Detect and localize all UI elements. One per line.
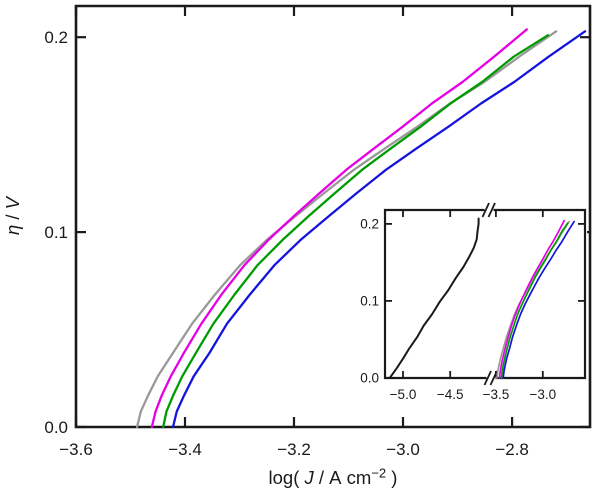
x-axis-title: log( J / A cm−2 ) xyxy=(269,466,398,489)
axis-break-slash xyxy=(489,370,498,386)
axis-break-slash xyxy=(481,202,490,218)
inset-x-tick-label: −4.5 xyxy=(437,387,464,402)
main-x-tick-label: −3.0 xyxy=(386,440,420,459)
series-blue-curve xyxy=(171,30,587,429)
inset-y-tick-label: 0.0 xyxy=(360,371,379,386)
main-axes: −3.6 −3.4 −3.2 −3.0 −2.8 0.0 0.1 0.2 log( J / A … xyxy=(2,4,592,489)
x-title-prefix: log( xyxy=(269,467,305,488)
x-title-variable: J xyxy=(304,467,315,488)
inset-series-blue-curve xyxy=(502,220,575,379)
y-title-variable: η xyxy=(2,225,23,235)
inset-series xyxy=(388,217,575,379)
x-title-suffix: ) xyxy=(386,467,397,488)
main-x-tick-label: −3.2 xyxy=(277,440,311,459)
inset-background xyxy=(383,208,587,380)
x-title-mid: / A cm xyxy=(314,467,372,488)
y-title-unit: V xyxy=(2,195,23,209)
y-axis-title: η / V xyxy=(2,195,23,235)
axis-break-gap-bottom xyxy=(486,375,496,381)
x-title-superscript: −2 xyxy=(371,466,386,481)
axis-break-gap-top xyxy=(484,207,494,213)
inset-series-magenta-curve xyxy=(498,219,565,379)
inset-x-tick-label: −3.5 xyxy=(483,387,510,402)
axis-break-slash xyxy=(483,370,492,386)
main-x-tick-label: −2.8 xyxy=(495,440,529,459)
inset-series-green-curve xyxy=(500,222,569,379)
main-y-tick-label: 0.0 xyxy=(44,418,68,437)
inset-y-tick-label: 0.1 xyxy=(360,293,379,308)
inset-series-black-curve xyxy=(388,217,480,379)
y-title-mid: / xyxy=(2,209,23,224)
main-y-tick-label: 0.2 xyxy=(44,28,68,47)
main-series xyxy=(135,28,587,429)
series-magenta-curve xyxy=(150,28,528,429)
axis-break-slash xyxy=(487,202,496,218)
main-x-tick-label: −3.4 xyxy=(168,440,202,459)
inset-y-tick-label: 0.2 xyxy=(360,216,379,231)
inset-x-tick-label: −3.0 xyxy=(529,387,556,402)
inset-axes: −5.0 −4.5 −3.5 −3.0 0.0 0.1 0.2 xyxy=(360,202,587,402)
inset-x-tick-label: −5.0 xyxy=(390,387,417,402)
main-y-tick-label: 0.1 xyxy=(44,223,68,242)
series-green-curve xyxy=(162,34,550,429)
main-x-tick-label: −3.6 xyxy=(59,440,93,459)
